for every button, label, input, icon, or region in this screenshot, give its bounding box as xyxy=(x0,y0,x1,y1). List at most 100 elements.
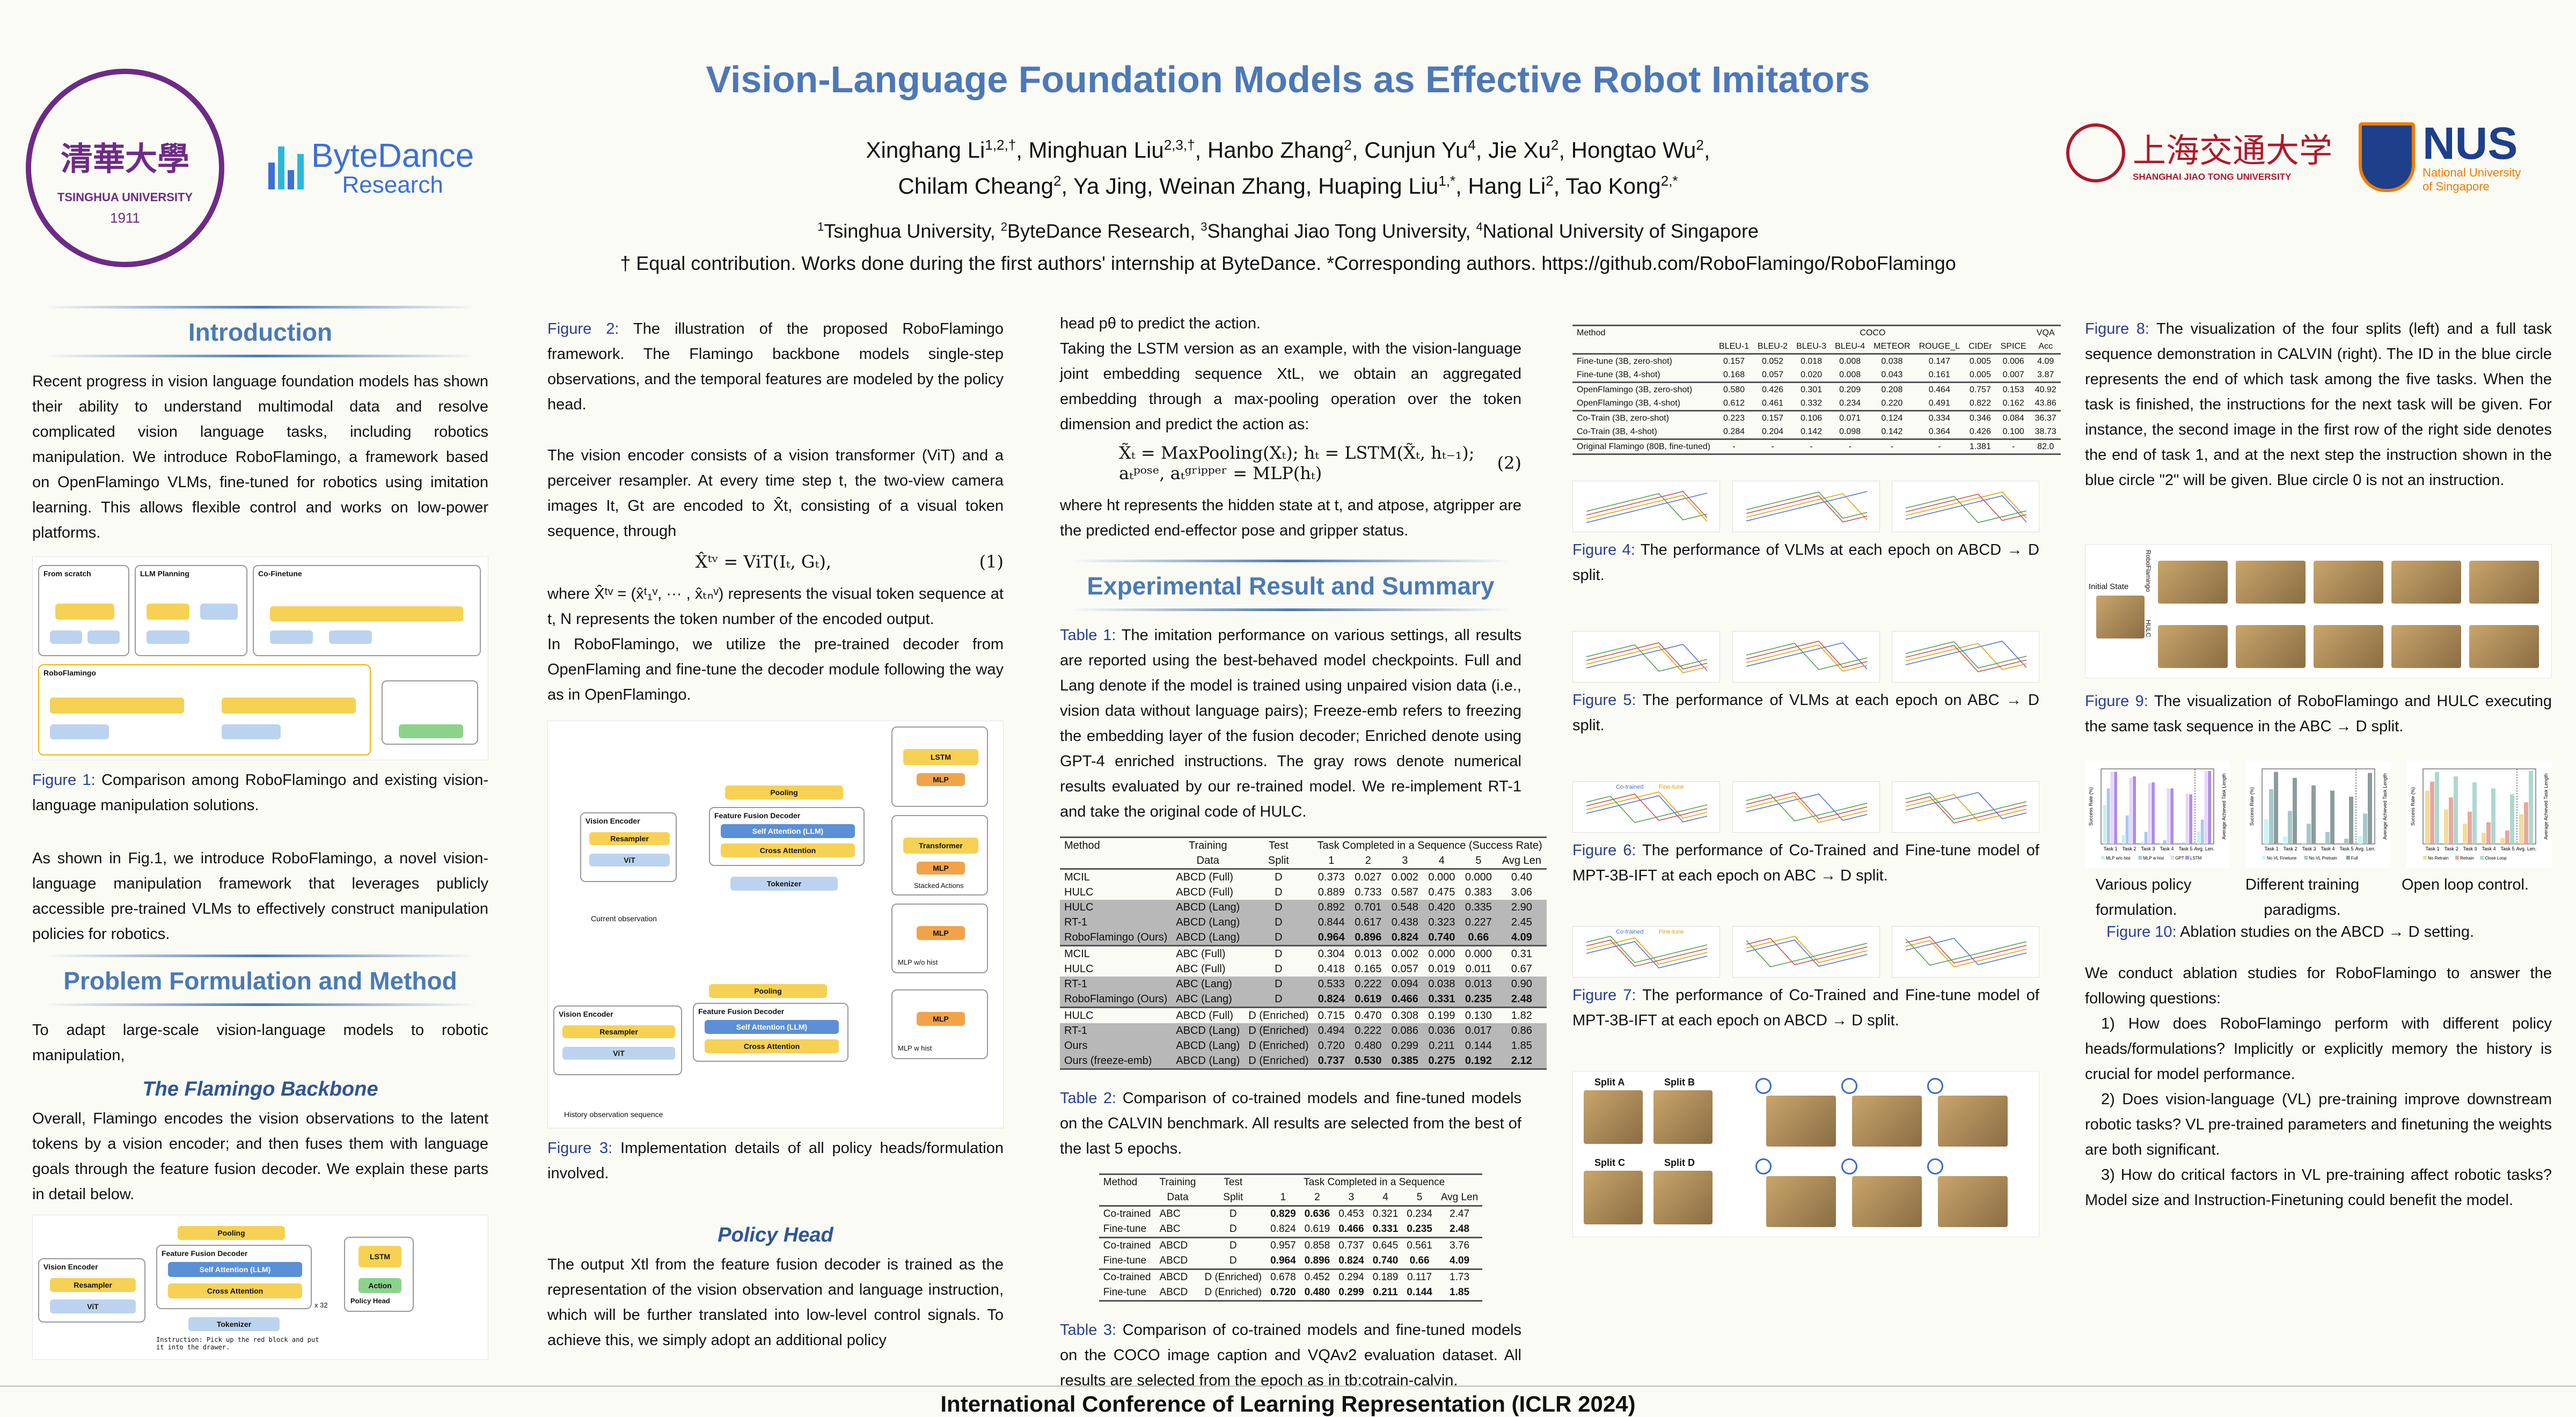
table-1-label: Table 1: xyxy=(1060,627,1116,644)
table-cell: ABCD (Lang) xyxy=(1172,915,1245,930)
split-d-label: Split D xyxy=(1664,1157,1695,1168)
table-cell: 0.220 xyxy=(1881,399,1903,408)
tsinghua-logo-cn: 清華大學 xyxy=(61,141,189,177)
table-cell: 0.144 xyxy=(1460,1038,1497,1053)
table-cell: 38.73 xyxy=(2035,427,2057,436)
epoch-chart xyxy=(1892,781,2039,833)
column-header: 4 xyxy=(1438,855,1445,867)
table-cell: D xyxy=(1275,886,1283,898)
series-line xyxy=(1746,939,1867,967)
table-cell: Fine-tune (3B, 4-shot) xyxy=(1577,370,1660,379)
table-cell: 0.223 xyxy=(1715,410,1754,425)
table-row: RT-1 ABC (Lang) D 0.533 0.222 0.094 0.038 0.013… xyxy=(1060,977,1547,992)
table-cell: 0.733 xyxy=(1355,886,1382,898)
fig1-panel-action xyxy=(382,680,478,745)
table-cell: 2.90 xyxy=(1497,900,1547,915)
table-cell: 0.617 xyxy=(1350,915,1387,930)
task-id-circle-icon xyxy=(1841,1078,1857,1094)
table-cell: 0.491 xyxy=(1928,399,1950,408)
table-cell: 0.740 xyxy=(1372,1255,1399,1266)
table-cell: 0.002 xyxy=(1386,945,1424,961)
figure-3-label: Figure 3: xyxy=(547,1140,613,1157)
table-cell: ABC (Full) xyxy=(1172,945,1245,961)
table-cell: 0.100 xyxy=(2002,427,2024,436)
table-cell: 0.548 xyxy=(1386,900,1424,915)
figure-5-caption: Figure 5: The performance of VLMs at eac… xyxy=(1572,688,2039,738)
table-cell: D (Enriched) xyxy=(1200,1285,1267,1302)
vision-encoder: Vision Encoder Resampler ViT xyxy=(38,1258,145,1323)
table-row: Fine-tune (3B, 4-shot) 0.168 0.057 0.020 0.0… xyxy=(1572,368,2061,383)
table-cell: 0.321 xyxy=(1368,1205,1403,1222)
affiliation-name: Tsinghua University xyxy=(824,220,990,242)
equation-2: X̃ₜ = MaxPooling(Xₜ); hₜ = LSTM(X̃ₜ, hₜ₋… xyxy=(1060,443,1521,483)
mlp-wo-hist-label: MLP w/o hist xyxy=(898,958,938,966)
table-cell: 0.737 xyxy=(1334,1237,1368,1253)
table-cell: D xyxy=(1244,915,1313,930)
column-1: Introduction Recent progress in vision l… xyxy=(32,300,488,1360)
table-cell: 0.335 xyxy=(1460,900,1497,915)
table-cell: 0.824 xyxy=(1386,930,1424,946)
bar xyxy=(2144,832,2148,844)
vision-encoder-text: The vision encoder consists of a vision … xyxy=(547,447,1004,540)
decoder-text: In RoboFlamingo, we utilize the pre-trai… xyxy=(547,636,1004,703)
transformer-block: Transformer xyxy=(903,838,978,854)
bytedance-sub: Research xyxy=(342,172,443,198)
table-cell: 0.720 xyxy=(1266,1285,1300,1302)
column-header: ROUGE_L xyxy=(1919,342,1960,351)
column-header: BLEU-4 xyxy=(1835,342,1865,351)
bar xyxy=(2349,796,2353,844)
x-tick-label: Avg. Len. xyxy=(2516,846,2537,851)
mlp-w-hist-label: MLP w hist xyxy=(898,1044,932,1052)
line-chart-svg xyxy=(1745,936,1867,967)
bar xyxy=(2472,782,2477,844)
figure-6-charts: Co-trained Fine-tune xyxy=(1572,781,2039,833)
legend-entry: No Retrain xyxy=(2428,856,2448,861)
column-header: BLEU-2 xyxy=(1758,342,1788,351)
conference-footer: International Conference of Learning Rep… xyxy=(0,1385,2576,1417)
plot-area xyxy=(2262,768,2375,845)
y-axis-label: Success Rate (%) xyxy=(2410,787,2416,826)
problem-formulation-text: To adapt large-scale vision-language mod… xyxy=(32,1022,488,1064)
figure-9: Initial State RoboFlamingo HULC xyxy=(2085,544,2552,678)
series-line xyxy=(1905,794,2027,821)
bar xyxy=(2129,777,2133,844)
bar xyxy=(2293,777,2297,844)
execution-frame-image xyxy=(2236,561,2306,604)
lstm-text: Taking the LSTM version as an example, w… xyxy=(1060,340,1521,433)
series-line xyxy=(1905,641,2027,669)
column-header: Method xyxy=(1060,836,1172,853)
poster-title: Vision-Language Foundation Models as Eff… xyxy=(706,58,1870,100)
table-cell: ABC (Lang) xyxy=(1172,992,1245,1008)
table-row: MCIL ABC (Full) D 0.304 0.013 0.002 0.000 0.000… xyxy=(1060,945,1547,961)
resampler-block: Resampler xyxy=(562,1025,675,1038)
table-cell: ABC (Lang) xyxy=(1172,977,1245,992)
epoch-chart xyxy=(1892,481,2039,532)
epoch-chart xyxy=(1732,926,1880,978)
legend-entry: MLP w/o hist xyxy=(2106,856,2131,861)
figure-9-caption: Figure 9: The visualization of RoboFlami… xyxy=(2085,689,2552,739)
table-cell: 0.331 xyxy=(1372,1223,1399,1235)
table-cell: 0.211 xyxy=(1423,1038,1460,1053)
figure-2-text: The illustration of the proposed RoboFla… xyxy=(547,320,1004,413)
history-observation-label: History observation sequence xyxy=(564,1110,663,1119)
x-tick-label: Task 5 xyxy=(2339,846,2353,851)
table-cell: D (Enriched) xyxy=(1244,1053,1313,1070)
bar xyxy=(2182,842,2185,844)
table-cell: ABC xyxy=(1159,1223,1181,1235)
table-cell: 2.47 xyxy=(1436,1205,1483,1222)
table-cell: 2.45 xyxy=(1497,915,1547,930)
table-cell: 0.020 xyxy=(1801,370,1823,379)
figure-5-charts xyxy=(1572,631,2039,682)
plot-area xyxy=(2101,768,2214,845)
series-line xyxy=(1746,642,1868,670)
author-name: Huaping Liu xyxy=(1318,173,1439,199)
execution-frame-image xyxy=(2158,561,2228,604)
table-row: Fine-tune ABC D 0.824 0.619 0.466 0.331 0.235 2.… xyxy=(1099,1222,1482,1238)
table-cell: 0.466 xyxy=(1386,992,1424,1008)
bar xyxy=(2363,813,2367,844)
series-line xyxy=(1586,796,1708,823)
series-line xyxy=(1905,938,2027,966)
tsinghua-logo-year: 1911 xyxy=(110,210,140,226)
table-cell: 0.824 xyxy=(1313,992,1350,1008)
table-cell: 0.858 xyxy=(1300,1237,1335,1253)
